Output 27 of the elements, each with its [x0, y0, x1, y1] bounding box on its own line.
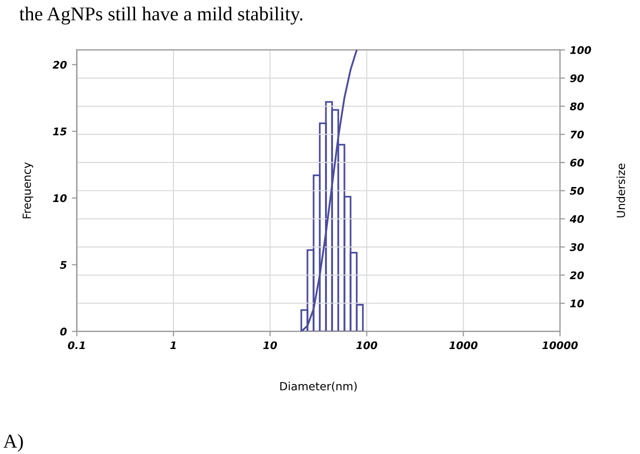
y2-tick-label: 100: [570, 46, 592, 54]
x-tick-label: 1: [170, 341, 176, 350]
x-tick-label: 0.1: [68, 341, 85, 350]
y-tick-label: 20: [52, 60, 67, 69]
x-tick-label: 10: [263, 341, 277, 350]
x-tick-label: 100: [356, 341, 378, 350]
text: A): [3, 434, 23, 452]
line-series: [300, 50, 358, 332]
y-tick-label: 10: [53, 194, 67, 202]
y-axis-title: Frequency: [22, 162, 34, 218]
y-tick-label: 5: [60, 261, 67, 269]
y2-tick-label: 40: [570, 215, 584, 223]
y2-tick-label: 70: [570, 130, 584, 138]
y2-tick-label: 80: [570, 102, 584, 110]
y2-tick-label: 90: [570, 74, 584, 82]
y2-tick-label: 60: [570, 158, 584, 167]
y2-tick-label: 20: [570, 271, 584, 280]
y2-tick-label: 10: [570, 300, 584, 308]
y-tick-label: 0: [60, 328, 67, 336]
y2-axis-title: Undersize: [616, 164, 626, 218]
x-axis-title: Diameter(nm): [280, 382, 357, 392]
y2-tick-label: 50: [570, 186, 584, 195]
x-tick-label: 1000: [449, 341, 478, 350]
text: the AgNPs still have a mild stability.: [19, 6, 302, 24]
y-tick-label: 15: [53, 128, 67, 136]
y2-tick-label: 30: [570, 243, 584, 252]
x-tick-label: 10000: [542, 341, 578, 350]
